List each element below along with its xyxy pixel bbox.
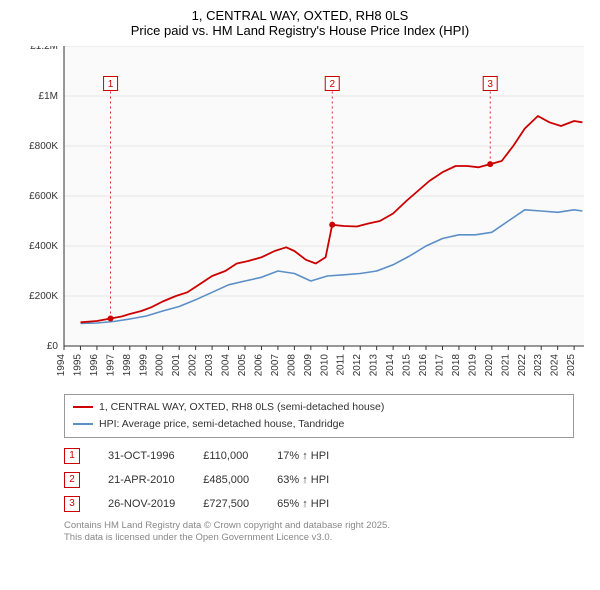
subtitle: Price paid vs. HM Land Registry's House … — [16, 23, 584, 38]
svg-text:2008: 2008 — [286, 354, 297, 377]
svg-text:2024: 2024 — [550, 354, 561, 377]
svg-text:1996: 1996 — [89, 354, 100, 377]
sale-pct: 65% ↑ HPI — [277, 492, 357, 516]
sale-marker-badge: 3 — [64, 496, 80, 512]
svg-text:2002: 2002 — [188, 354, 199, 377]
sale-marker-badge: 2 — [64, 472, 80, 488]
sale-date: 31-OCT-1996 — [108, 444, 203, 468]
svg-text:2021: 2021 — [500, 354, 511, 377]
legend-swatch — [73, 406, 93, 408]
legend-swatch — [73, 423, 93, 425]
svg-text:3: 3 — [487, 79, 493, 90]
sale-date: 21-APR-2010 — [108, 468, 203, 492]
sale-date: 26-NOV-2019 — [108, 492, 203, 516]
attribution-line: This data is licensed under the Open Gov… — [64, 532, 584, 544]
svg-text:£400K: £400K — [29, 241, 58, 252]
svg-text:2020: 2020 — [484, 354, 495, 377]
svg-text:2003: 2003 — [204, 354, 215, 377]
table-row: 1 31-OCT-1996 £110,000 17% ↑ HPI — [64, 444, 357, 468]
attribution-line: Contains HM Land Registry data © Crown c… — [64, 520, 584, 532]
svg-text:1994: 1994 — [56, 354, 67, 377]
sale-marker-badge: 1 — [64, 448, 80, 464]
address-title: 1, CENTRAL WAY, OXTED, RH8 0LS — [16, 8, 584, 23]
svg-text:2004: 2004 — [221, 354, 232, 377]
svg-text:£200K: £200K — [29, 291, 58, 302]
svg-text:2013: 2013 — [369, 354, 380, 377]
svg-text:2014: 2014 — [385, 354, 396, 377]
svg-text:2010: 2010 — [319, 354, 330, 377]
sale-price: £727,500 — [203, 492, 277, 516]
svg-text:2019: 2019 — [467, 354, 478, 377]
svg-text:2012: 2012 — [352, 354, 363, 377]
svg-text:2005: 2005 — [237, 354, 248, 377]
legend-label: 1, CENTRAL WAY, OXTED, RH8 0LS (semi-det… — [99, 399, 384, 416]
legend: 1, CENTRAL WAY, OXTED, RH8 0LS (semi-det… — [64, 394, 574, 438]
svg-text:2018: 2018 — [451, 354, 462, 377]
chart: £0 £200K £400K £600K £800K £1M £1.2M 1994 1995 19… — [16, 46, 584, 386]
svg-text:2023: 2023 — [533, 354, 544, 377]
svg-text:2006: 2006 — [253, 354, 264, 377]
table-row: 3 26-NOV-2019 £727,500 65% ↑ HPI — [64, 492, 357, 516]
sales-table: 1 31-OCT-1996 £110,000 17% ↑ HPI 2 21-AP… — [64, 444, 357, 516]
attribution: Contains HM Land Registry data © Crown c… — [64, 520, 584, 545]
svg-text:1997: 1997 — [105, 354, 116, 377]
table-row: 2 21-APR-2010 £485,000 63% ↑ HPI — [64, 468, 357, 492]
svg-text:1995: 1995 — [72, 354, 83, 377]
legend-item: 1, CENTRAL WAY, OXTED, RH8 0LS (semi-det… — [73, 399, 565, 416]
svg-text:2: 2 — [329, 79, 335, 90]
svg-text:2015: 2015 — [402, 354, 413, 377]
svg-text:2000: 2000 — [155, 354, 166, 377]
chart-svg: £0 £200K £400K £600K £800K £1M £1.2M 1994 1995 19… — [16, 46, 584, 386]
page-container: 1, CENTRAL WAY, OXTED, RH8 0LS Price pai… — [0, 0, 600, 552]
svg-text:2022: 2022 — [517, 354, 528, 377]
svg-text:2001: 2001 — [171, 354, 182, 377]
svg-text:2009: 2009 — [303, 354, 314, 377]
sale-pct: 63% ↑ HPI — [277, 468, 357, 492]
svg-text:£600K: £600K — [29, 191, 58, 202]
svg-text:£0: £0 — [47, 341, 59, 352]
sale-price: £485,000 — [203, 468, 277, 492]
svg-text:2025: 2025 — [566, 354, 577, 377]
svg-text:1: 1 — [108, 79, 114, 90]
svg-text:£800K: £800K — [29, 141, 58, 152]
sale-pct: 17% ↑ HPI — [277, 444, 357, 468]
svg-text:2007: 2007 — [270, 354, 281, 377]
svg-text:1999: 1999 — [138, 354, 149, 377]
svg-text:£1M: £1M — [39, 91, 58, 102]
svg-text:£1.2M: £1.2M — [30, 46, 58, 52]
legend-label: HPI: Average price, semi-detached house,… — [99, 416, 344, 433]
svg-text:2011: 2011 — [336, 354, 347, 376]
svg-text:1998: 1998 — [122, 354, 133, 377]
title-block: 1, CENTRAL WAY, OXTED, RH8 0LS Price pai… — [16, 8, 584, 38]
sale-price: £110,000 — [203, 444, 277, 468]
svg-text:2016: 2016 — [418, 354, 429, 377]
svg-text:2017: 2017 — [434, 354, 445, 377]
legend-item: HPI: Average price, semi-detached house,… — [73, 416, 565, 433]
